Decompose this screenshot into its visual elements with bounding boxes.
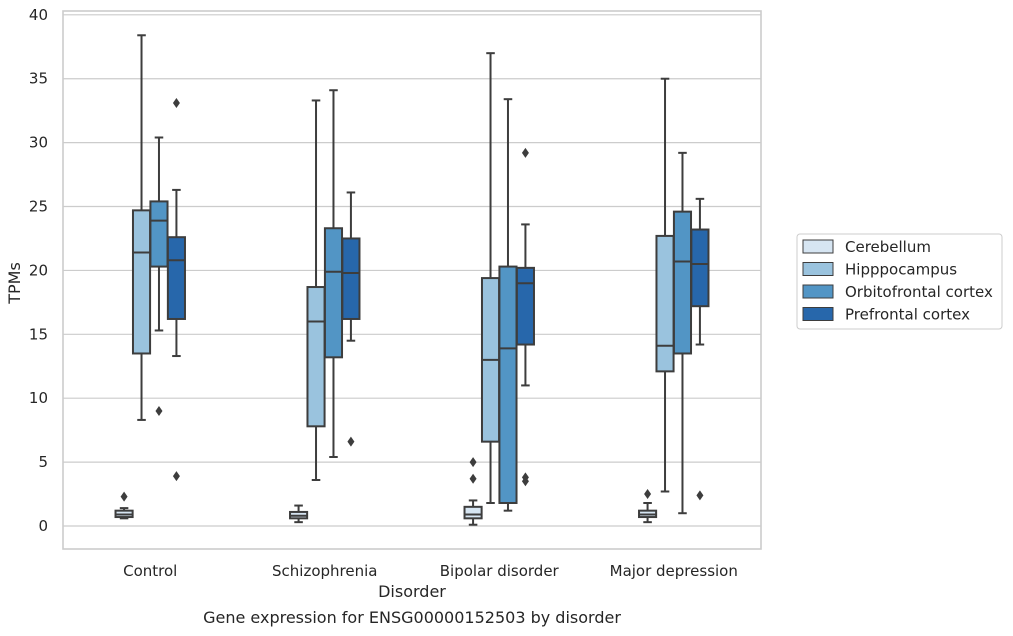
chart-caption: Gene expression for ENSG00000152503 by d… <box>203 608 621 627</box>
legend-frame <box>796 233 1003 330</box>
box-3-1 <box>341 191 361 447</box>
y-tick-label: 15 <box>29 325 48 343</box>
y-tick-label: 30 <box>29 134 48 152</box>
box-iqr <box>498 265 518 504</box>
box-2-0 <box>149 136 169 416</box>
box-0-1 <box>289 504 309 524</box>
legend: Cerebellum Hipppocampus Orbitofrontal cort… <box>796 233 1003 330</box>
outlier-point <box>120 491 128 502</box>
box-0-3 <box>638 489 658 524</box>
outlier-point <box>172 471 180 482</box>
y-tick-label: 20 <box>29 261 48 279</box>
box-iqr <box>341 237 361 320</box>
box-iqr <box>306 286 326 428</box>
box-iqr <box>515 266 535 346</box>
box-0-2 <box>463 457 483 526</box>
box-iqr <box>131 209 152 355</box>
outlier-point <box>469 473 477 484</box>
y-tick-label: 5 <box>38 453 48 471</box>
grid-lines <box>63 14 761 527</box>
legend-label: Cerebellum <box>845 238 931 256</box>
legend-swatch <box>802 307 834 321</box>
outlier-point <box>172 98 180 109</box>
y-axis-ticks: 0 5 10 15 20 25 30 35 40 <box>29 6 48 535</box>
box-2-2 <box>498 98 518 512</box>
box-iqr <box>690 228 710 308</box>
box-1-3 <box>655 77 675 493</box>
box-1-2 <box>480 52 501 504</box>
box-iqr <box>166 236 186 320</box>
x-tick-label: Major depression <box>610 562 738 580</box>
legend-label: Orbitofrontal cortex <box>845 283 993 301</box>
box-iqr <box>463 505 483 520</box>
plot-area-frame <box>62 10 762 550</box>
outlier-point <box>521 147 529 158</box>
x-tick-label: Schizophrenia <box>272 562 377 580</box>
y-axis-title: TPMs <box>5 262 24 305</box>
box-iqr <box>655 234 675 373</box>
legend-label: Hipppocampus <box>845 261 957 279</box>
box-3-3 <box>690 197 710 501</box>
x-axis-ticks: Control Schizophrenia Bipolar disorder Majo… <box>123 562 738 580</box>
box-3-0 <box>166 98 186 482</box>
box-groups <box>114 34 710 526</box>
legend-swatch <box>802 239 834 254</box>
box-3-2 <box>515 147 535 487</box>
box-0-0 <box>114 491 134 520</box>
box-1-0 <box>131 34 152 421</box>
outlier-point <box>347 436 355 447</box>
outlier-point <box>644 489 652 500</box>
outlier-point <box>155 405 163 416</box>
box-iqr <box>323 227 344 359</box>
legend-swatch <box>802 262 834 276</box>
x-axis-title: Disorder <box>378 582 446 601</box>
y-tick-label: 40 <box>29 6 48 24</box>
y-tick-label: 10 <box>29 389 48 407</box>
outlier-point <box>469 457 477 468</box>
y-tick-label: 35 <box>29 70 48 88</box>
y-tick-label: 0 <box>38 517 48 535</box>
y-tick-label: 25 <box>29 198 48 216</box>
legend-label: Prefrontal cortex <box>845 306 970 324</box>
x-tick-label: Bipolar disorder <box>440 562 560 580</box>
box-iqr <box>149 200 169 268</box>
x-tick-label: Control <box>123 562 177 580</box>
legend-swatch <box>802 284 834 299</box>
outlier-point <box>696 490 704 501</box>
outlier-point <box>521 472 529 483</box>
box-iqr <box>672 210 693 355</box>
